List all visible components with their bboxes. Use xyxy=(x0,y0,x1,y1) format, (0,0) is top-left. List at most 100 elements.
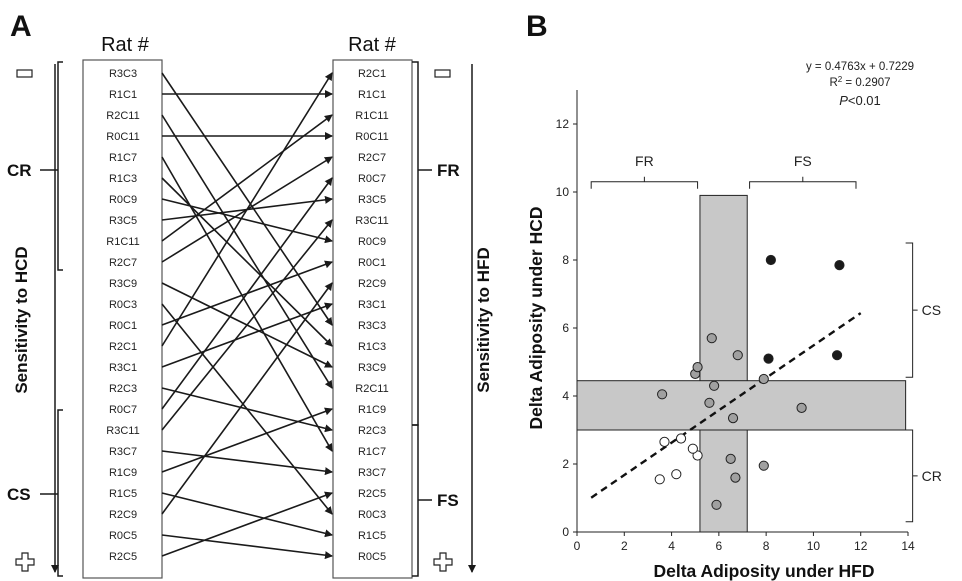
rank-link-arrow xyxy=(161,114,333,389)
minus-icon xyxy=(434,69,451,78)
right-rat-id: R0C7 xyxy=(358,173,386,185)
right-axis-label: Sensitivity to HFD xyxy=(474,247,493,392)
right-rat-id: R3C11 xyxy=(355,215,388,227)
regression-equation: y = 0.4763x + 0.7229 xyxy=(806,61,914,73)
x-axis-title: Delta Adiposity under HFD xyxy=(653,561,874,581)
cs-bracket xyxy=(905,242,918,378)
rank-link-arrow xyxy=(161,492,333,538)
p-value: P<0.01 xyxy=(839,93,881,108)
right-rat-id: R2C3 xyxy=(358,425,386,437)
left-rat-id: R1C7 xyxy=(109,152,137,164)
left-rat-id: R2C1 xyxy=(109,341,137,353)
left-rat-id: R0C9 xyxy=(109,194,137,206)
right-rat-id: R3C9 xyxy=(358,362,386,374)
y-tick-label: 6 xyxy=(562,321,569,335)
cr-bracket-label: CR xyxy=(922,468,942,484)
rank-link-arrow xyxy=(161,491,333,557)
rank-links xyxy=(161,72,333,560)
y-tick-label: 0 xyxy=(562,525,569,539)
axes: 0 2 4 6 8 10 12 14 0 2 4 6 8 10 12 xyxy=(556,90,915,553)
r-squared: R2 = 0.2907 xyxy=(829,75,890,89)
fs-bracket xyxy=(412,424,419,577)
panel-a: A Rat # Rat # R3C3 R1C1 R2C11 R0C11 R1C7 R1C3… xyxy=(7,10,493,579)
right-rat-id: R2C1 xyxy=(358,68,386,80)
fit-line-layer xyxy=(590,312,862,499)
horizontal-band xyxy=(576,380,907,431)
panel-b-letter: B xyxy=(526,10,548,43)
y-axis-title: Delta Adiposity under HCD xyxy=(526,207,546,430)
data-point xyxy=(671,469,682,480)
left-rat-id: R3C3 xyxy=(109,68,137,80)
left-rat-id: R2C9 xyxy=(109,509,137,521)
rank-link-arrow xyxy=(161,302,333,368)
data-point xyxy=(659,436,670,447)
left-rat-id: R0C11 xyxy=(106,131,139,143)
rank-link-arrow xyxy=(161,282,333,515)
rank-link-arrow xyxy=(161,177,333,347)
data-point xyxy=(732,350,743,361)
left-rat-id: R0C7 xyxy=(109,404,137,416)
y-tick-label: 2 xyxy=(562,457,569,471)
data-point xyxy=(709,380,720,391)
left-id-box xyxy=(82,59,163,579)
left-id-list: R3C3 R1C1 R2C11 R0C11 R1C7 R1C3 R0C9 R3C5 R1C11 R… xyxy=(106,68,139,563)
rank-link-arrow xyxy=(161,198,333,244)
left-rat-id: R3C11 xyxy=(106,425,139,437)
panel-a-letter: A xyxy=(10,10,32,43)
left-rat-id: R1C9 xyxy=(109,467,137,479)
right-rat-id: R2C11 xyxy=(355,383,388,395)
right-rat-id: R0C11 xyxy=(355,131,388,143)
rank-link-arrow xyxy=(161,534,333,560)
data-point xyxy=(692,362,703,373)
minus-icon xyxy=(16,69,33,78)
right-rat-id: R1C7 xyxy=(358,446,386,458)
right-id-list: R2C1 R1C1 R1C11 R0C11 R2C7 R0C7 R3C5 R3C11 R0C9 R… xyxy=(355,68,388,563)
left-rat-id: R3C9 xyxy=(109,278,137,290)
data-point xyxy=(687,443,698,454)
cr-bracket xyxy=(57,61,63,271)
selection-bands xyxy=(576,194,907,533)
left-rat-id: R2C5 xyxy=(109,551,137,563)
right-rat-id: R0C5 xyxy=(358,551,386,563)
fs-label: FS xyxy=(437,491,459,510)
right-rat-id: R2C7 xyxy=(358,152,386,164)
regression-line xyxy=(590,312,862,499)
right-rat-id: R1C5 xyxy=(358,530,386,542)
fr-label: FR xyxy=(437,161,460,180)
panel-b: B y = 0.4763x + 0.7229 R2 = 0.2907 P<0.0… xyxy=(526,10,942,581)
data-point xyxy=(831,350,843,361)
right-rat-id: R1C3 xyxy=(358,341,386,353)
left-rat-id: R0C3 xyxy=(109,299,137,311)
right-rat-id: R3C1 xyxy=(358,299,386,311)
vertical-band xyxy=(699,194,748,533)
data-point xyxy=(657,389,668,400)
fs-bracket xyxy=(749,176,857,189)
left-column-header: Rat # xyxy=(101,34,150,56)
rank-link-arrow xyxy=(161,387,333,433)
x-tick-label: 2 xyxy=(621,539,628,553)
left-rat-id: R3C7 xyxy=(109,446,137,458)
data-point xyxy=(730,472,741,483)
data-point xyxy=(675,433,687,444)
right-id-box xyxy=(332,59,413,579)
fr-bracket xyxy=(412,61,419,426)
right-rat-id: R1C11 xyxy=(355,110,388,122)
fr-bracket-label: FR xyxy=(635,153,654,169)
data-point xyxy=(727,413,739,424)
plus-icon xyxy=(433,552,453,572)
data-point xyxy=(758,460,769,471)
left-rat-id: R0C5 xyxy=(109,530,137,542)
left-rat-id: R2C3 xyxy=(109,383,137,395)
right-rat-id: R3C7 xyxy=(358,467,386,479)
left-rat-id: R0C1 xyxy=(109,320,137,332)
right-rat-id: R2C5 xyxy=(358,488,386,500)
right-rat-id: R2C9 xyxy=(358,278,386,290)
plus-icon xyxy=(15,552,35,572)
x-tick-label: 0 xyxy=(574,539,581,553)
data-point xyxy=(725,453,736,464)
data-point xyxy=(834,260,845,271)
left-rat-id: R1C11 xyxy=(106,236,139,248)
x-tick-label: 4 xyxy=(668,539,675,553)
data-point xyxy=(763,353,774,364)
left-axis-label: Sensitivity to HCD xyxy=(12,246,31,393)
